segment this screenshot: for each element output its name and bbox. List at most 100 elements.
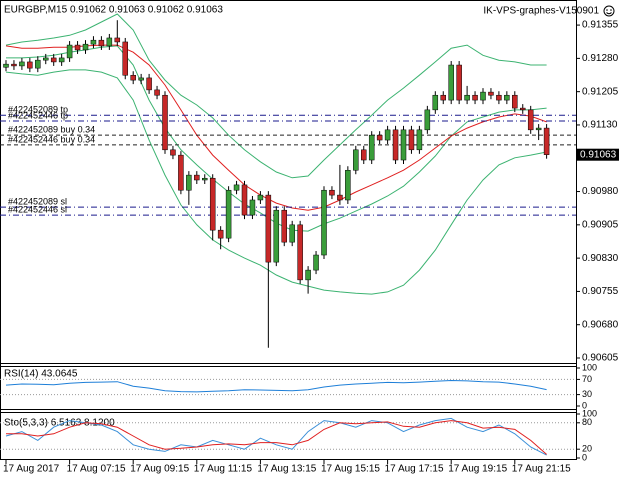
candle-body	[186, 174, 192, 191]
smiley-icon	[603, 5, 615, 17]
candle-body	[400, 129, 407, 161]
x-tick-label: 17 Aug 2017	[3, 464, 60, 475]
candle-body	[154, 89, 160, 96]
candle-body	[74, 44, 81, 51]
y-tick-label: 0.90680	[582, 319, 619, 330]
y-tick-label: 0.91130	[582, 120, 618, 131]
candle-body	[488, 91, 494, 96]
candle-body	[504, 94, 510, 101]
candle-body	[464, 94, 470, 101]
candle-body	[273, 209, 280, 263]
candle-body	[170, 149, 176, 156]
candle-body	[3, 63, 9, 68]
smiley-eye	[606, 9, 608, 11]
candle-body	[90, 39, 97, 45]
expert-name: IK-VPS-graphes-V150901	[483, 6, 599, 17]
candle-body	[98, 39, 105, 47]
y-tick-label: 0.90605	[582, 353, 619, 364]
y-tick-label: 0.90830	[582, 253, 619, 264]
candle-body	[19, 61, 25, 67]
candle-body	[543, 127, 550, 155]
candle-body	[496, 94, 502, 101]
candle-body	[472, 94, 478, 101]
last-price-label: 0.91063	[580, 149, 617, 160]
candle-body	[353, 149, 359, 171]
y-tick-label: 0.90755	[582, 286, 619, 297]
last-price-box	[577, 148, 619, 161]
candle-body	[313, 254, 319, 271]
stoch-title: Sto(5,3,3) 6.5163 8.1200	[4, 418, 115, 429]
candle-body	[432, 94, 439, 111]
candle-body	[281, 209, 287, 243]
candle-body	[35, 59, 41, 69]
indicator-line	[5, 379, 547, 393]
x-tick-label: 17 Aug 21:15	[512, 464, 571, 475]
y-tick-label: 80	[582, 417, 592, 427]
candle-body	[408, 129, 415, 151]
candle-body	[257, 194, 264, 201]
candle-body	[178, 154, 184, 191]
candle-body	[138, 77, 144, 81]
order-label: #422452089 sl	[8, 196, 67, 206]
candle-body	[535, 127, 542, 131]
candle-body	[114, 37, 121, 43]
indicator-line	[5, 44, 547, 211]
candle-body	[58, 57, 65, 63]
candle-body	[82, 43, 89, 51]
candle-body	[241, 184, 248, 216]
candle-body	[440, 94, 446, 101]
x-tick-label: 17 Aug 13:15	[257, 464, 316, 475]
candle-body	[43, 57, 49, 61]
indicator-line	[6, 420, 547, 455]
candle-body	[305, 269, 311, 281]
y-tick-label: 0.91280	[582, 53, 619, 64]
x-tick-label: 17 Aug 15:15	[321, 464, 380, 475]
candle-body	[384, 129, 391, 141]
candle-body	[321, 189, 327, 256]
candle-body	[50, 57, 57, 63]
y-tick-label: 100	[582, 408, 597, 418]
candle-body	[289, 224, 295, 243]
candle-body	[265, 194, 272, 263]
candle-body	[297, 224, 303, 281]
candle-body	[122, 41, 128, 76]
candle-body	[130, 74, 136, 81]
rsi-title: RSI(14) 43.0645	[4, 369, 78, 380]
y-tick-label: 0.90980	[582, 186, 619, 197]
indicator-line	[5, 13, 547, 179]
candle-body	[11, 63, 17, 67]
candle-body	[329, 189, 335, 196]
smiley-mouth	[606, 12, 612, 15]
order-label: #422452446 tp	[8, 110, 68, 120]
y-tick-label: 70	[582, 374, 592, 384]
chart-title: EURGBP,M15 0.91062 0.91063 0.91062 0.910…	[4, 5, 223, 16]
x-tick-label: 17 Aug 07:15	[67, 464, 126, 475]
candle-body	[202, 177, 208, 181]
smiley-eye	[610, 9, 612, 11]
y-tick-label: 100	[582, 362, 597, 372]
plot-frame	[0, 0, 577, 460]
candle-body	[376, 134, 383, 141]
candle-body	[512, 94, 518, 109]
indicator-line	[5, 69, 547, 295]
order-label: #422452446 sl	[8, 204, 67, 214]
candle-body	[209, 177, 216, 231]
x-tick-label: 17 Aug 17:15	[385, 464, 444, 475]
candle-body	[416, 129, 423, 151]
order-label: #422452089 tp	[8, 105, 68, 115]
candle-body	[27, 61, 33, 69]
y-tick-label: 0.90905	[582, 219, 619, 230]
candle-body	[249, 199, 256, 216]
y-tick-label: 0.91205	[582, 86, 619, 97]
candle-body	[361, 149, 367, 161]
y-tick-label: 30	[582, 389, 592, 399]
candle-body	[106, 37, 113, 47]
candle-body	[520, 107, 526, 111]
y-tick-label: 20	[582, 444, 592, 454]
candle-body	[194, 174, 200, 181]
y-tick-label: 0.91355	[582, 20, 619, 31]
candle-body	[66, 44, 73, 59]
candle-body	[456, 64, 462, 101]
y-tick-label: 0	[582, 452, 587, 462]
